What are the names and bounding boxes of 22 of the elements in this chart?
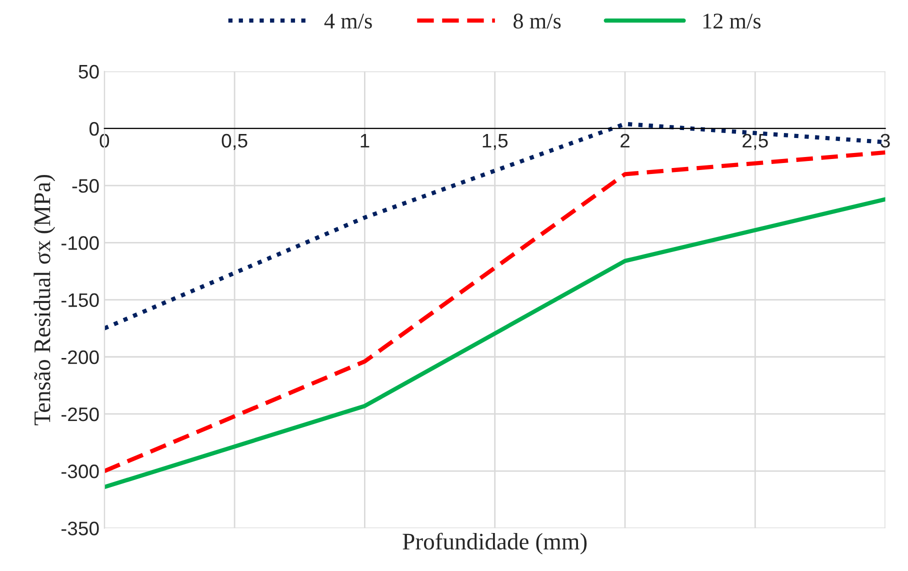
y-tick-label: -350 <box>62 522 99 536</box>
y-tick-label: -50 <box>72 179 99 193</box>
y-tick-label: 50 <box>78 64 99 79</box>
legend-label: 4 m/s <box>324 14 372 29</box>
y-tick-label: 0 <box>90 122 99 136</box>
x-tick-label: 0,5 <box>222 134 248 150</box>
line-series <box>104 197 886 490</box>
x-tick-label: 0 <box>100 134 110 148</box>
y-tick-label: -150 <box>62 293 99 308</box>
x-axis-title: Profundidade (mm) <box>402 532 587 554</box>
y-tick-label: -250 <box>62 407 99 422</box>
y-tick-label: -200 <box>62 350 99 364</box>
y-axis-title: Tensão Residual σx (MPa) <box>34 174 56 426</box>
y-tick-label: -100 <box>62 236 99 250</box>
legend-label: 8 m/s <box>514 14 561 29</box>
x-tick-label: 1 <box>360 134 370 148</box>
x-tick-label: 1,5 <box>482 134 508 150</box>
line-series <box>104 150 886 474</box>
y-tick-label: -300 <box>62 464 99 478</box>
x-tick-label: 2 <box>620 134 630 148</box>
x-tick-label: 3 <box>880 134 890 148</box>
legend-label: 12 m/s <box>703 14 761 29</box>
